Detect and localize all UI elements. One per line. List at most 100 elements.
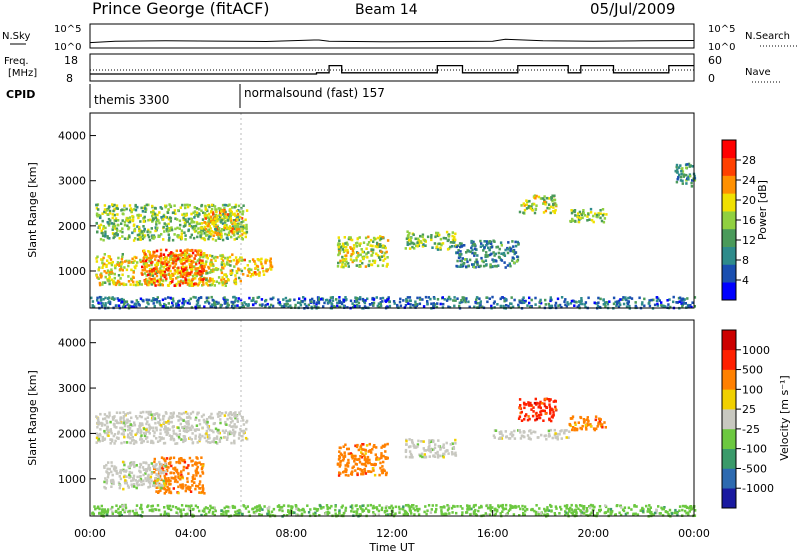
heatmap-cell <box>183 466 185 469</box>
heatmap-cell <box>159 267 161 270</box>
heatmap-cell <box>133 284 135 287</box>
heatmap-cell <box>150 411 152 414</box>
heatmap-cell <box>370 504 372 507</box>
heatmap-cell <box>131 258 133 261</box>
heatmap-cell <box>232 301 234 304</box>
heatmap-cell <box>167 296 169 299</box>
heatmap-cell <box>257 269 259 272</box>
heatmap-cell <box>198 208 200 211</box>
heatmap-cell <box>115 466 117 469</box>
heatmap-cell <box>95 415 97 418</box>
heatmap-cell <box>232 296 234 299</box>
heatmap-cell <box>158 211 160 214</box>
heatmap-cell <box>382 469 384 472</box>
heatmap-cell <box>210 210 212 213</box>
heatmap-cell <box>148 264 150 267</box>
heatmap-cell <box>117 207 119 210</box>
heatmap-cell <box>103 430 105 433</box>
heatmap-cell <box>212 299 214 302</box>
station-title: Prince George (fitACF) <box>92 0 270 18</box>
heatmap-cell <box>599 298 601 301</box>
heatmap-cell <box>368 260 370 263</box>
heatmap-cell <box>548 403 550 406</box>
heatmap-cell <box>140 480 142 483</box>
heatmap-cell <box>563 300 565 303</box>
nsearch-label: N.Search <box>745 31 790 42</box>
heatmap-cell <box>183 412 185 415</box>
heatmap-cell <box>134 440 136 443</box>
heatmap-cell <box>345 261 347 264</box>
power-colorbar-swatch <box>722 247 736 265</box>
heatmap-cell <box>93 513 95 516</box>
heatmap-cell <box>582 425 584 428</box>
heatmap-cell <box>188 508 190 511</box>
heatmap-cell <box>211 230 213 233</box>
heatmap-cell <box>507 241 509 244</box>
heatmap-cell <box>630 508 632 511</box>
heatmap-cell <box>146 204 148 207</box>
heatmap-cell <box>345 246 347 249</box>
heatmap-cell <box>442 296 444 299</box>
heatmap-cell <box>424 453 426 456</box>
heatmap-cell <box>169 258 171 261</box>
heatmap-cell <box>519 407 521 410</box>
heatmap-cell <box>545 438 547 441</box>
heatmap-cell <box>574 214 576 217</box>
heatmap-cell <box>605 213 607 216</box>
heatmap-cell <box>579 211 581 214</box>
heatmap-cell <box>519 508 521 511</box>
heatmap-cell <box>203 221 205 224</box>
heatmap-cell <box>260 263 262 266</box>
heatmap-cell <box>489 240 491 243</box>
heatmap-cell <box>129 216 131 219</box>
heatmap-cell <box>245 236 247 239</box>
heatmap-cell <box>140 207 142 210</box>
heatmap-cell <box>530 438 532 441</box>
heatmap-cell <box>106 259 108 262</box>
heatmap-cell <box>96 260 98 263</box>
heatmap-cell <box>325 299 327 302</box>
heatmap-cell <box>679 164 681 167</box>
heatmap-cell <box>447 452 449 455</box>
heatmap-cell <box>544 299 546 302</box>
heatmap-cell <box>409 299 411 302</box>
heatmap-cell <box>159 429 161 432</box>
heatmap-cell <box>99 413 101 416</box>
heatmap-cell <box>228 231 230 234</box>
heatmap-cell <box>203 269 205 272</box>
heatmap-cell <box>205 217 207 220</box>
heatmap-cell <box>366 256 368 259</box>
heatmap-cell <box>102 418 104 421</box>
heatmap-cell <box>505 298 507 301</box>
heatmap-cell <box>152 219 154 222</box>
heatmap-cell <box>104 281 106 284</box>
heatmap-cell <box>360 445 362 448</box>
y-tick-label: 1000 <box>58 265 86 278</box>
heatmap-cell <box>535 398 537 401</box>
heatmap-cell <box>379 259 381 262</box>
heatmap-cell <box>667 303 669 306</box>
heatmap-cell <box>539 402 541 405</box>
heatmap-cell <box>98 268 100 271</box>
heatmap-cell <box>627 300 629 303</box>
heatmap-cell <box>224 220 226 223</box>
heatmap-cell <box>168 488 170 491</box>
heatmap-cell <box>365 237 367 240</box>
heatmap-cell <box>167 477 169 480</box>
heatmap-cell <box>160 257 162 260</box>
heatmap-cell <box>409 456 411 459</box>
heatmap-cell <box>514 437 516 440</box>
heatmap-cell <box>123 415 125 418</box>
heatmap-cell <box>377 265 379 268</box>
heatmap-cell <box>257 258 259 261</box>
heatmap-cell <box>232 425 234 428</box>
heatmap-cell <box>101 266 103 269</box>
heatmap-cell <box>213 234 215 237</box>
heatmap-cell <box>248 511 250 514</box>
heatmap-cell <box>252 258 254 261</box>
heatmap-cell <box>107 426 109 429</box>
heatmap-cell <box>146 469 148 472</box>
heatmap-cell <box>127 485 129 488</box>
heatmap-cell <box>130 417 132 420</box>
heatmap-cell <box>151 261 153 264</box>
